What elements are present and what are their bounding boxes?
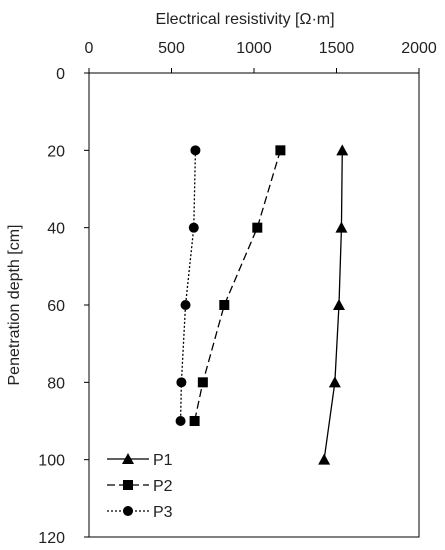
series-layer [175, 144, 349, 465]
data-point-p1 [318, 453, 331, 465]
y-tick-label: 60 [47, 298, 65, 315]
data-point-p3 [175, 416, 186, 426]
legend: P1 P2 P3 [107, 452, 173, 521]
y-tick-label: 40 [47, 221, 65, 238]
data-point-p2 [275, 145, 286, 156]
x-axis-title: Electrical resistivity [Ω·m] [155, 11, 334, 28]
x-tick-label: 1000 [236, 40, 272, 57]
x-tick-label: 1500 [319, 40, 355, 57]
data-point-p2 [252, 222, 263, 233]
series-line-p3 [179, 150, 197, 422]
y-axis-title: Penetration depth [cm] [6, 225, 23, 386]
data-point-p2 [197, 377, 208, 388]
data-point-p1 [328, 376, 341, 388]
legend-label: P1 [153, 452, 173, 469]
series-p2 [189, 145, 286, 426]
y-tick-label: 0 [56, 66, 65, 83]
legend-marker [123, 506, 133, 516]
data-point-p3 [188, 222, 199, 233]
legend-marker [123, 480, 133, 490]
data-point-p1 [332, 299, 345, 310]
x-tick-label: 0 [85, 40, 94, 57]
axes: 0 500 1000 1500 2000 0 20 40 60 80 100 120 [38, 40, 437, 547]
x-tick-label: 2000 [401, 40, 437, 57]
data-point-p2 [189, 416, 200, 426]
legend-item-p2: P2 [107, 478, 173, 495]
x-tick-label: 500 [158, 40, 185, 57]
y-tick-label: 20 [47, 143, 65, 160]
series-p3 [175, 145, 201, 426]
y-tick-label: 100 [38, 453, 65, 470]
legend-label: P2 [153, 478, 173, 495]
data-point-p2 [219, 300, 230, 310]
data-point-p3 [180, 300, 191, 310]
data-point-p3 [176, 377, 187, 388]
legend-item-p1: P1 [107, 452, 173, 469]
y-tick-label: 120 [38, 530, 65, 547]
plot-frame [88, 72, 420, 538]
legend-marker [122, 453, 134, 464]
data-point-p1 [335, 221, 348, 233]
series-line-p2 [193, 150, 282, 422]
data-point-p3 [190, 145, 201, 156]
y-tick-label: 80 [47, 375, 65, 392]
legend-item-p3: P3 [107, 504, 173, 521]
data-point-p1 [336, 144, 349, 156]
series-p1 [318, 144, 349, 465]
legend-label: P3 [153, 504, 173, 521]
